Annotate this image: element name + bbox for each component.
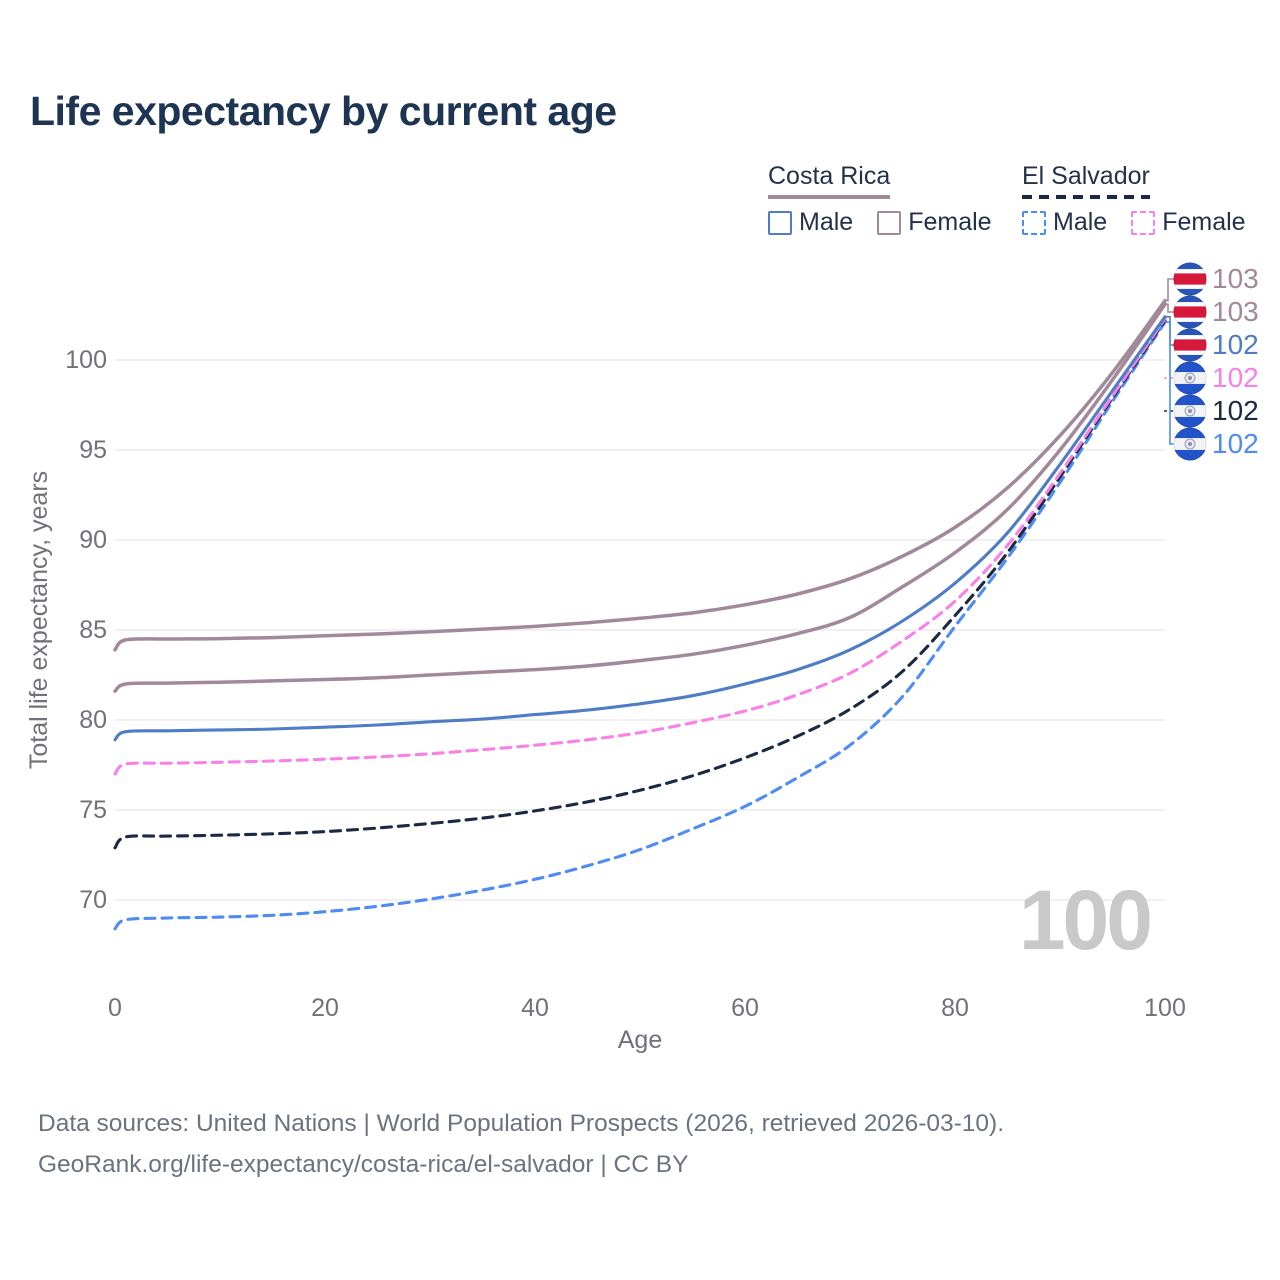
el-salvador-flag-icon — [1173, 394, 1207, 428]
x-axis-tick-label: 60 — [731, 994, 759, 1022]
page-title: Life expectancy by current age — [30, 88, 617, 134]
label-connector-costa-rica-female — [1165, 278, 1176, 302]
y-axis-tick-label: 95 — [79, 436, 107, 464]
costa-rica-female-swatch-icon — [877, 210, 902, 235]
end-value-label-costa-rica-male: 102 — [1212, 329, 1259, 360]
series-line-el-salvador-male[interactable] — [113, 320, 1167, 931]
data-sources-line: Data sources: United Nations | World Pop… — [38, 1110, 1005, 1137]
legend-group-costa-rica: Costa Rica Male Female — [768, 162, 992, 237]
costa-rica-solid-line-sample — [768, 195, 891, 199]
legend-item-el-salvador-female[interactable]: Female — [1131, 208, 1246, 237]
legend-item-costa-rica-male[interactable]: Male — [768, 208, 853, 237]
x-axis-title: Age — [618, 1026, 662, 1054]
costa-rica-flag-icon — [1173, 262, 1207, 296]
x-axis-tick-label: 40 — [521, 994, 549, 1022]
y-axis-tick-label: 100 — [65, 346, 107, 374]
legend-item-el-salvador-male[interactable]: Male — [1022, 208, 1107, 237]
y-axis-tick-label: 85 — [79, 616, 107, 644]
costa-rica-male-swatch-icon — [768, 210, 792, 235]
label-connector-el-salvador-male — [1165, 321, 1176, 445]
y-axis-tick-label: 75 — [79, 796, 107, 824]
end-value-label-costa-rica-female: 103 — [1212, 263, 1259, 294]
label-connector-costa-rica — [1165, 303, 1176, 313]
costa-rica-flag-icon — [1173, 328, 1207, 362]
end-value-label-el-salvador-male: 102 — [1212, 428, 1259, 459]
el-salvador-flag-icon — [1173, 427, 1207, 461]
legend-item-label: Female — [908, 208, 992, 236]
legend-item-label: Male — [1053, 208, 1108, 236]
el-salvador-flag-icon — [1173, 361, 1207, 395]
el-salvador-male-swatch-icon — [1022, 210, 1046, 235]
end-value-label-el-salvador: 102 — [1212, 395, 1259, 426]
x-axis-tick-label: 0 — [108, 994, 122, 1022]
x-axis-tick-label: 20 — [311, 994, 339, 1022]
legend-country-label: Costa Rica — [768, 162, 891, 190]
end-value-label-el-salvador-female: 102 — [1212, 362, 1259, 393]
x-axis-tick-label: 100 — [1144, 994, 1186, 1022]
y-axis-tick-label: 90 — [79, 526, 107, 554]
series-line-costa-rica-female[interactable] — [113, 298, 1167, 652]
el-salvador-female-swatch-icon — [1131, 210, 1156, 235]
y-axis-tick-label: 80 — [79, 706, 107, 734]
watermark-100: 100 — [1019, 873, 1150, 967]
end-value-label-costa-rica: 103 — [1212, 296, 1259, 327]
x-axis-tick-label: 80 — [941, 994, 969, 1022]
y-axis-title: Total life expectancy, years — [25, 471, 53, 769]
costa-rica-flag-icon — [1173, 295, 1207, 329]
legend-item-label: Male — [799, 208, 854, 236]
attribution-footer: Data sources: United Nations | World Pop… — [38, 1103, 1004, 1185]
legend-group-el-salvador: El Salvador Male Female — [1022, 162, 1246, 237]
legend-item-label: Female — [1162, 208, 1246, 236]
legend-country-el-salvador: El Salvador — [1022, 162, 1150, 199]
legend-item-costa-rica-female[interactable]: Female — [877, 208, 992, 237]
el-salvador-dashed-line-sample — [1022, 195, 1150, 199]
series-line-el-salvador[interactable] — [113, 318, 1167, 850]
series-line-el-salvador-female[interactable] — [113, 317, 1167, 776]
series-line-costa-rica-male[interactable] — [113, 315, 1167, 742]
y-axis-tick-label: 70 — [79, 886, 107, 914]
series-line-costa-rica[interactable] — [113, 302, 1167, 693]
license-line: GeoRank.org/life-expectancy/costa-rica/e… — [38, 1151, 689, 1178]
legend-country-costa-rica: Costa Rica — [768, 162, 891, 199]
legend-country-label: El Salvador — [1022, 162, 1150, 190]
